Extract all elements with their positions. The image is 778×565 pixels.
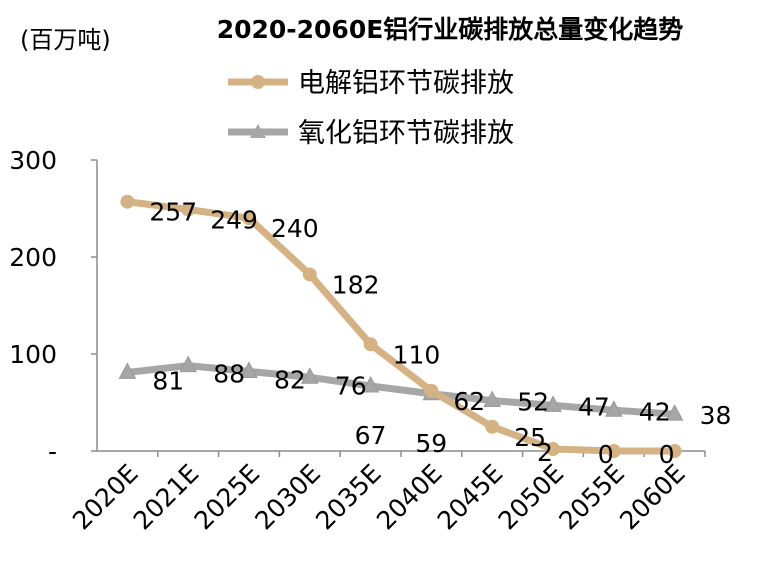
point-electrolytic (485, 419, 500, 434)
point-alumina (483, 390, 502, 408)
x-tick-label: 2025E (189, 459, 266, 536)
data-label-electrolytic: 110 (393, 340, 441, 369)
data-label-alumina: 38 (700, 401, 732, 430)
series-line-alumina (123, 362, 679, 418)
chart-title: 2020-2060E铝行业碳排放总量变化趋势 (217, 15, 684, 44)
data-label-electrolytic: 62 (453, 387, 485, 416)
point-electrolytic (120, 194, 135, 209)
series-line-electrolytic (123, 198, 679, 455)
data-label-alumina: 76 (335, 371, 367, 400)
y-tick-label: - (48, 437, 57, 466)
data-label-alumina: 42 (639, 397, 671, 426)
point-electrolytic (363, 337, 378, 352)
legend-marker-alumina (250, 124, 266, 138)
data-label-alumina: 52 (517, 388, 549, 417)
point-electrolytic (424, 383, 439, 398)
legend: 电解铝环节碳排放 氧化铝环节碳排放 (228, 68, 514, 149)
x-tick-label: 2030E (249, 459, 326, 536)
point-electrolytic (606, 444, 621, 458)
data-label-electrolytic: 182 (332, 270, 380, 299)
x-tick-label: 2055E (553, 459, 630, 536)
legend-marker-electrolytic (251, 75, 265, 89)
x-tick-label: 2020E (67, 459, 144, 536)
legend-label-alumina: 氧化铝环节碳排放 (298, 118, 514, 149)
data-label-electrolytic: 257 (149, 198, 197, 227)
x-tick-label: 2021E (128, 459, 205, 536)
point-alumina (361, 375, 380, 393)
y-axis-unit: (百万吨) (20, 26, 111, 54)
point-electrolytic (181, 202, 196, 217)
data-label-alumina: 67 (355, 421, 387, 450)
point-alumina (544, 395, 562, 412)
point-alumina (240, 361, 258, 378)
data-label-alumina: 88 (213, 360, 245, 389)
legend-item-alumina: 氧化铝环节碳排放 (228, 118, 514, 149)
data-label-alumina: 81 (152, 366, 184, 395)
x-tick-label: 2040E (371, 459, 448, 536)
point-alumina (179, 355, 198, 373)
data-label-electrolytic: 249 (210, 205, 258, 234)
data-label-electrolytic: 240 (271, 214, 319, 243)
data-label-electrolytic: 2 (537, 438, 553, 467)
data-label-alumina: 59 (415, 429, 447, 458)
y-tick-label: 200 (9, 243, 57, 272)
point-alumina (665, 404, 684, 421)
y-tick-label: 100 (9, 340, 57, 369)
point-electrolytic (667, 444, 682, 458)
x-tick-label: 2045E (432, 459, 509, 536)
data-labels: 257 249 240 182 110 62 252 0 0 81 88 82 76 67 59 52 47 42… (149, 198, 731, 469)
point-alumina (604, 400, 623, 417)
data-label-electrolytic: 0 (598, 440, 614, 469)
point-alumina (300, 367, 319, 384)
point-electrolytic (302, 267, 317, 282)
data-label-electrolytic: 0 (659, 440, 675, 469)
y-tick-label: 300 (9, 146, 57, 175)
x-tick-label: 2035E (310, 459, 387, 536)
point-electrolytic (546, 442, 560, 457)
x-tick-label: 2050E (493, 459, 570, 536)
y-ticks: - 100 200 300 (9, 146, 97, 466)
series (118, 194, 684, 458)
x-tick-label: 2060E (614, 459, 691, 536)
point-electrolytic (242, 211, 256, 226)
legend-item-electrolytic: 电解铝环节碳排放 (228, 68, 514, 99)
point-alumina (118, 362, 137, 379)
data-label-electrolytic: 25 (514, 423, 546, 452)
legend-label-electrolytic: 电解铝环节碳排放 (298, 68, 514, 99)
data-label-alumina: 82 (274, 365, 306, 394)
data-label-alumina: 47 (578, 392, 610, 421)
